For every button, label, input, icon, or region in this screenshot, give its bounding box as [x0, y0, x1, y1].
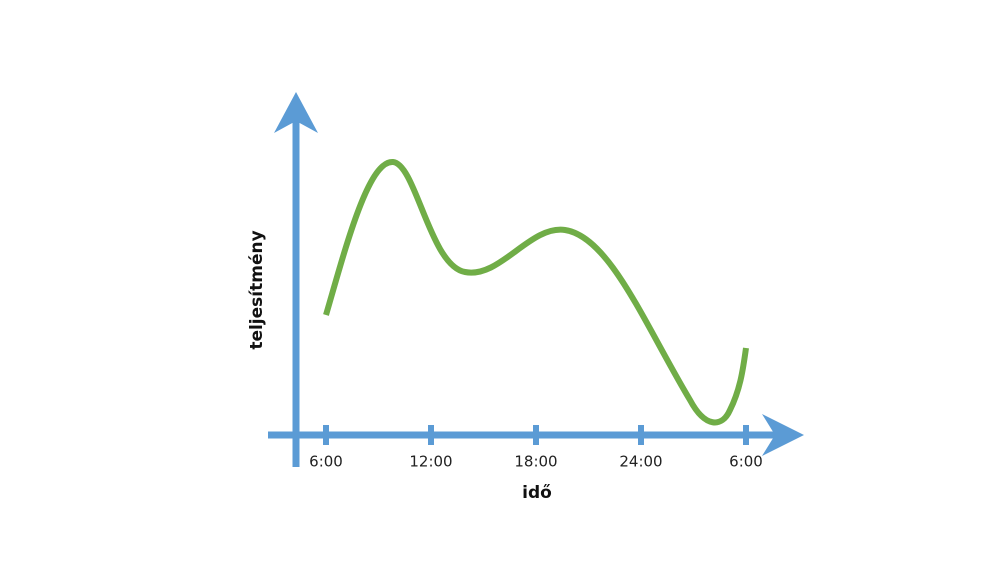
tick-label: 12:00 — [409, 453, 452, 471]
x-axis-label: idő — [522, 483, 552, 503]
ticks: 6:00 12:00 18:00 24:00 6:00 — [309, 425, 763, 471]
tick-label: 24:00 — [619, 453, 662, 471]
performance-curve — [323, 159, 749, 426]
y-axis-arrow — [274, 92, 318, 133]
y-axis-label: teljesítmény — [247, 230, 267, 349]
tick-label: 6:00 — [729, 453, 763, 471]
tick-label: 6:00 — [309, 453, 343, 471]
x-axis-arrow — [762, 414, 804, 456]
tick-label: 18:00 — [514, 453, 557, 471]
